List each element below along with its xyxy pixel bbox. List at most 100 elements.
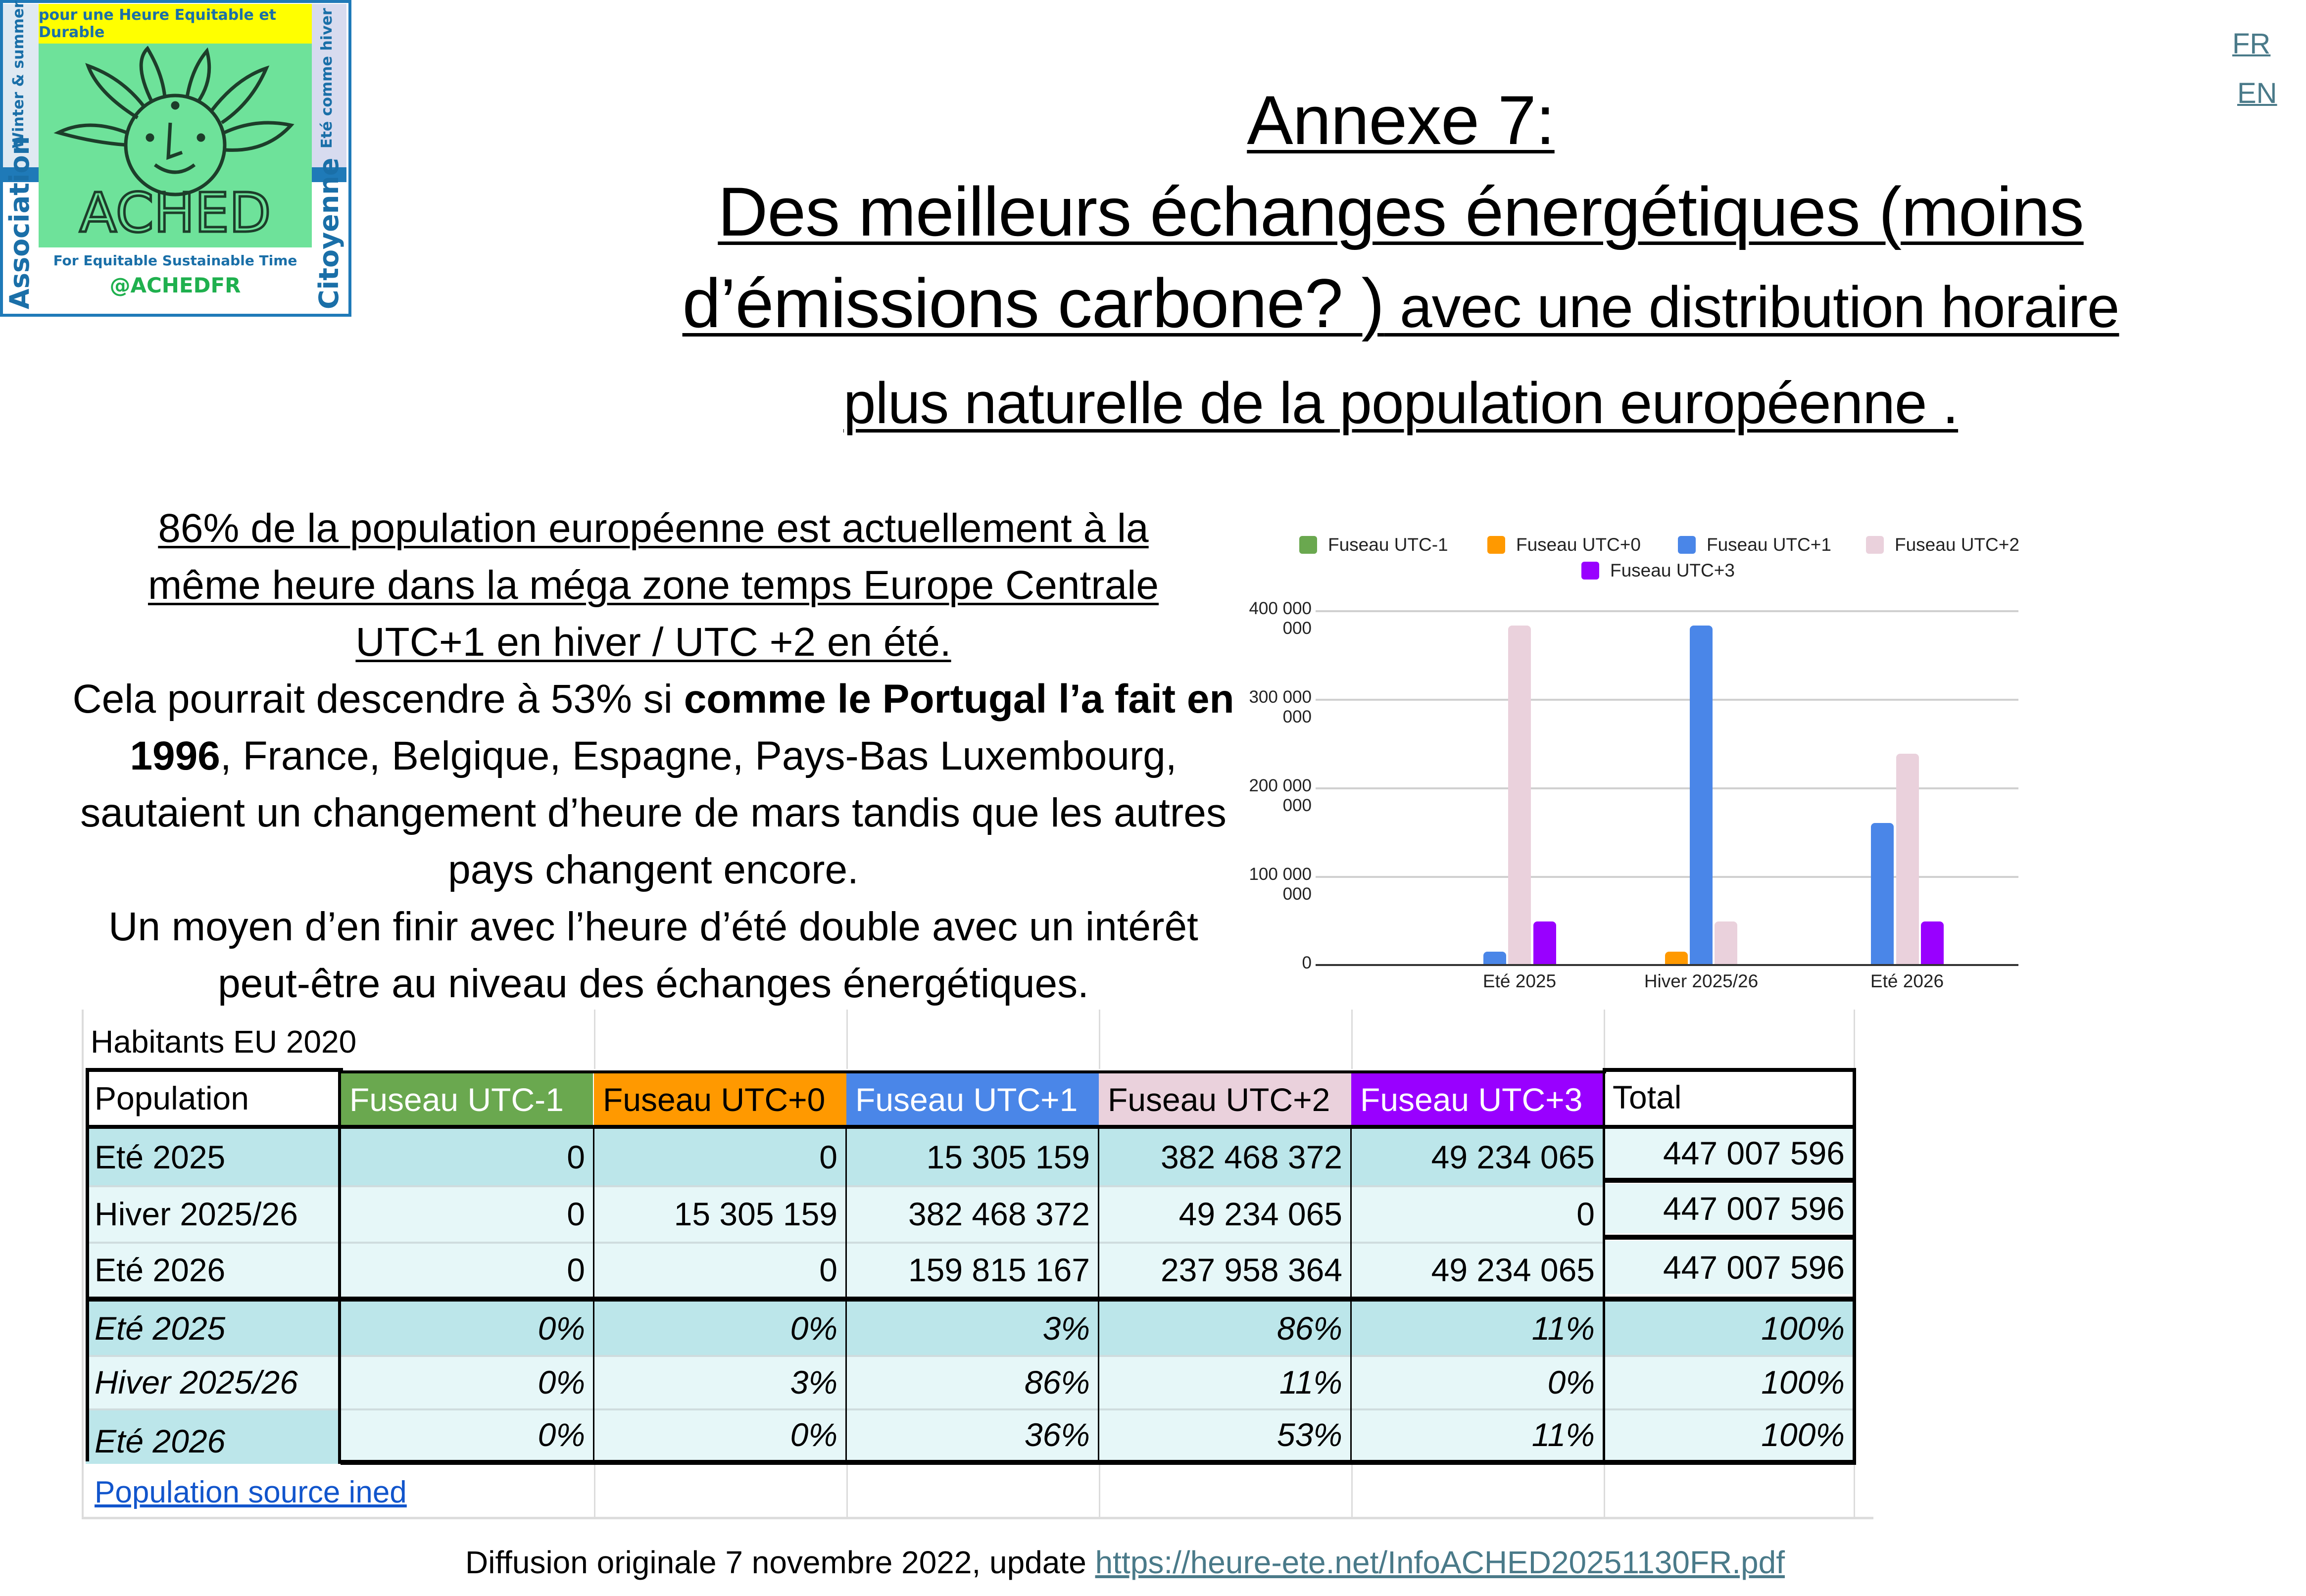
row-label: Eté 2025	[86, 1302, 341, 1355]
cell-value: 0	[341, 1186, 594, 1242]
sun-face-icon: ACHED	[53, 46, 294, 246]
bar-hiver-utc2	[1715, 921, 1737, 965]
cell-value: 49 234 065	[1351, 1128, 1604, 1185]
title-line-2: Des meilleurs échanges énergétiques (moi…	[718, 173, 2084, 250]
cell-percent: 100%	[1604, 1409, 1854, 1460]
row-label: Hiver 2025/26	[86, 1356, 341, 1408]
row-label: Eté 2025	[86, 1128, 341, 1185]
cell-value: 159 815 167	[846, 1243, 1099, 1297]
body-p3: Un moyen d’en finir avec l’heure d’été d…	[108, 904, 1198, 1006]
cell-percent: 86%	[1099, 1302, 1351, 1355]
bar-hiver-utc1	[1690, 626, 1713, 965]
cell-value: 237 958 364	[1099, 1243, 1351, 1297]
lang-link-en[interactable]: EN	[2237, 77, 2277, 109]
body-p2-end: , France, Belgique, Espagne, Pays-Bas Lu…	[80, 733, 1227, 892]
x-tick: Eté 2025	[1482, 971, 1557, 991]
title-line-3a: d’émissions carbone? )	[682, 264, 1385, 342]
legend-label: Fuseau UTC+1	[1707, 534, 1831, 555]
legend-label: Fuseau UTC+3	[1610, 560, 1735, 580]
y-tick: 200 000 000	[1249, 776, 1312, 815]
body-p2-start: Cela pourrait descendre à 53% si	[72, 677, 684, 722]
cell-value: 15 305 159	[846, 1128, 1099, 1185]
logo-left-bar	[3, 167, 39, 182]
logo-right-top-text: Eté comme hiver	[318, 8, 336, 148]
cell-percent: 11%	[1351, 1302, 1604, 1355]
legend-label: Fuseau UTC+2	[1895, 534, 2019, 555]
cell-percent: 11%	[1099, 1356, 1351, 1408]
y-tick: 400 000 000	[1249, 599, 1312, 638]
cell-percent: 11%	[1351, 1409, 1604, 1460]
logo-right-bottom-text: Citoyenne	[313, 157, 344, 309]
legend-item-utc2: Fuseau UTC+2	[1866, 534, 2019, 555]
body-underlined-3: UTC+1 en hiver / UTC +2 en été.	[355, 620, 951, 665]
logo-right-panel	[312, 4, 346, 167]
header-utc2: Fuseau UTC+2	[1099, 1073, 1351, 1126]
bar-ete2025-utc2	[1508, 626, 1531, 965]
cell-value: 0	[594, 1128, 846, 1185]
header-utc3: Fuseau UTC+3	[1351, 1073, 1604, 1126]
x-axis-line	[1316, 964, 2018, 966]
body-underlined-1: 86% de la population européenne est actu…	[158, 506, 1149, 551]
x-tick: Eté 2026	[1870, 971, 1944, 991]
bar-ete2026-utc1	[1871, 823, 1894, 965]
footer-pdf-link[interactable]: https://heure-ete.net/InfoACHED20251130F…	[1095, 1545, 1785, 1580]
cell-percent: 100%	[1604, 1302, 1854, 1355]
y-tick: 300 000 000	[1249, 687, 1312, 726]
y-tick: 100 000 000	[1249, 865, 1312, 904]
header-utc1: Fuseau UTC+1	[846, 1073, 1099, 1126]
cell-value: 382 468 372	[1099, 1128, 1351, 1185]
gridline	[1316, 699, 2018, 701]
header-utc-1: Fuseau UTC-1	[341, 1073, 593, 1126]
cell-percent: 36%	[846, 1409, 1099, 1460]
logo-left-top-text: Winter & summer	[10, 0, 27, 148]
page-title: Annexe 7: Des meilleurs échanges énergét…	[579, 74, 2222, 449]
cell-percent: 0%	[341, 1302, 594, 1355]
legend-swatch-orange	[1487, 536, 1505, 554]
legend-swatch-pink	[1866, 536, 1884, 554]
body-underlined-2: même heure dans la méga zone temps Europ…	[147, 563, 1159, 608]
cell-total: 447 007 596	[1604, 1184, 1854, 1233]
title-line-1: Annexe 7:	[1247, 81, 1555, 159]
footer-text: Diffusion originale 7 novembre 2022, upd…	[465, 1545, 1095, 1580]
cell-percent: 0%	[594, 1302, 846, 1355]
legend-item-utc-1: Fuseau UTC-1	[1299, 534, 1448, 555]
cell-percent: 53%	[1099, 1409, 1351, 1460]
y-tick: 0	[1302, 953, 1312, 972]
legend-swatch-green	[1299, 536, 1317, 554]
table-caption: Habitants EU 2020	[91, 1024, 357, 1060]
cell-percent: 86%	[846, 1356, 1099, 1408]
logo-left-panel	[3, 4, 39, 167]
row-label: Eté 2026	[86, 1243, 341, 1297]
gridline	[1316, 610, 2018, 612]
cell-percent: 0%	[341, 1409, 594, 1460]
legend-item-utc1: Fuseau UTC+1	[1678, 534, 1831, 555]
bar-ete2026-utc3	[1921, 921, 1944, 965]
cell-total: 447 007 596	[1604, 1241, 1854, 1294]
legend-item-utc3: Fuseau UTC+3	[1581, 560, 1735, 581]
cell-value: 0	[1351, 1186, 1604, 1242]
cell-value: 0	[341, 1243, 594, 1297]
logo-sun-drawing: ACHED	[39, 44, 312, 247]
cell-percent: 3%	[594, 1356, 846, 1408]
svg-text:ACHED: ACHED	[79, 181, 271, 244]
logo-top-band: pour une Heure Equitable et Durable	[39, 4, 312, 44]
x-tick: Hiver 2025/26	[1644, 971, 1759, 991]
cell-value: 49 234 065	[1351, 1243, 1604, 1297]
cell-value: 0	[594, 1243, 846, 1297]
cell-value: 49 234 065	[1099, 1186, 1351, 1242]
footer: Diffusion originale 7 novembre 2022, upd…	[465, 1544, 1950, 1581]
gridline	[1316, 876, 2018, 878]
population-source-link[interactable]: Population source ined	[95, 1475, 407, 1509]
gridline	[1316, 787, 2018, 789]
legend-label: Fuseau UTC-1	[1328, 534, 1448, 555]
logo-right-bar	[312, 167, 346, 182]
cell-percent: 0%	[594, 1409, 846, 1460]
cell-total: 447 007 596	[1604, 1128, 1854, 1178]
cell-value: 0	[341, 1128, 594, 1185]
cell-percent: 3%	[846, 1302, 1099, 1355]
lang-link-fr[interactable]: FR	[2232, 28, 2271, 60]
legend-swatch-blue	[1678, 536, 1696, 554]
logo-handle: @ACHEDFR	[109, 273, 241, 297]
row-label: Eté 2026	[86, 1409, 341, 1464]
logo-tagline: For Equitable Sustainable Time	[53, 252, 297, 269]
